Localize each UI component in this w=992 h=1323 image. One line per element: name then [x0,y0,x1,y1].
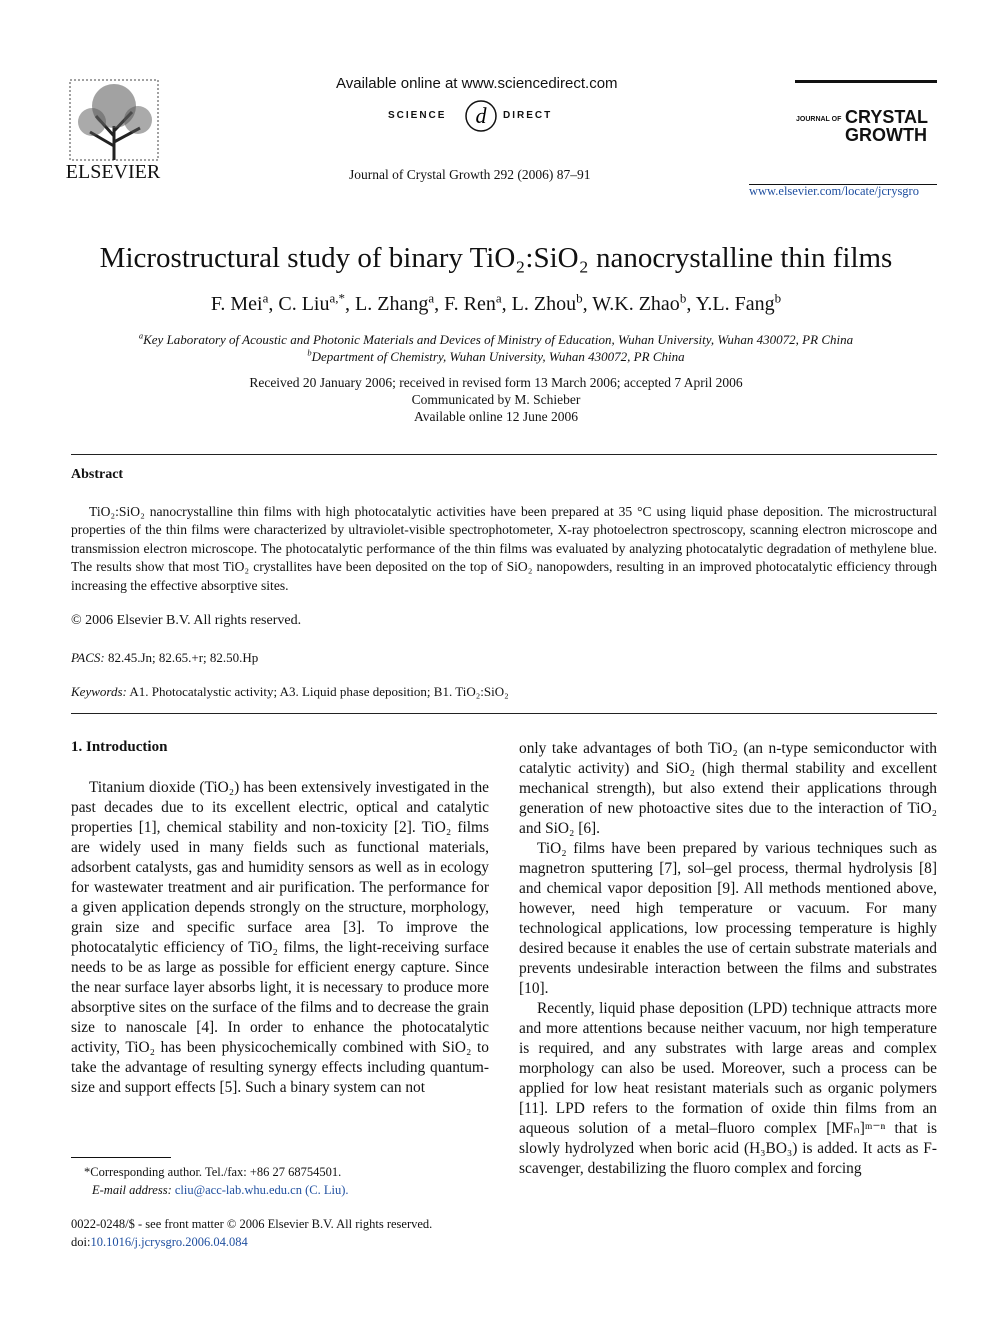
author-name: , F. Ren [434,293,496,315]
author-name: , Y.L. Fang [686,293,775,315]
journal-logo-big: CRYSTAL [845,107,928,127]
author-affiliation-mark: a [495,290,502,306]
rule [749,184,937,185]
author-name: F. Mei [210,293,263,315]
pacs: PACS: 82.45.Jn; 82.65.+r; 82.50.Hp [71,650,258,666]
journal-reference: Journal of Crystal Growth 292 (2006) 87–… [349,167,591,182]
doi[interactable]: 10.1016/j.jcrysgro.2006.04.084 [90,1235,248,1249]
affiliation-mark: a [138,330,144,341]
journal-logo-big: GROWTH [845,125,927,145]
keywords: Keywords: A1. Photocatalystic activity; … [71,684,509,700]
authors: F. Meia, C. Liua,*, L. Zhanga, F. Rena, … [0,290,992,316]
section-heading: 1. Introduction [71,739,168,755]
pacs-text: 82.45.Jn; 82.65.+r; 82.50.Hp [107,650,259,665]
dates: Received 20 January 2006; received in re… [0,374,992,425]
author-affiliation-mark: a [428,290,435,306]
author-affiliation-mark: b [576,290,583,306]
copyright: © 2006 Elsevier B.V. All rights reserved… [71,613,302,628]
journal-logo-small: JOURNAL OF [796,116,842,123]
publisher-name: ELSEVIER [66,161,161,182]
doi-label: doi: [71,1235,91,1249]
abstract-text: TiO₂:SiO₂ nanocrystalline thin films wit… [71,504,937,593]
paragraph: only take advantages of both TiO₂ (an n-… [519,740,937,837]
date-line: Available online 12 June 2006 [414,409,578,424]
affiliation-text: Key Laboratory of Acoustic and Photonic … [143,332,854,347]
paragraph: Titanium dioxide (TiO₂) has been extensi… [71,779,489,1096]
footer: 0022-0248/$ - see front matter © 2006 El… [71,1215,432,1251]
affiliation-text: Department of Chemistry, Wuhan Universit… [311,349,685,364]
rule [71,1157,171,1158]
sd-logo-right: DIRECT [503,110,553,121]
author-name: , C. Liu [268,293,330,315]
right-column: only take advantages of both TiO₂ (an n-… [519,739,937,1179]
author-affiliation-mark: b [774,290,782,306]
svg-text:d: d [476,103,488,128]
affiliation: bDepartment of Chemistry, Wuhan Universi… [0,348,992,365]
keywords-label: Keywords: [71,684,127,699]
rule [795,80,937,83]
author-affiliation-mark: a [262,290,269,306]
footnote: *Corresponding author. Tel./fax: +86 27 … [84,1163,348,1199]
journal-url[interactable]: www.elsevier.com/locate/jcrysgro [749,184,919,198]
author-name: , L. Zhou [501,293,577,315]
affiliation: aKey Laboratory of Acoustic and Photonic… [0,331,992,348]
issn: 0022-0248/$ - see front matter © 2006 El… [71,1217,433,1231]
date-line: Communicated by M. Schieber [411,392,581,407]
sd-logo-mark: d [465,100,497,132]
author-name: , L. Zhang [345,293,429,315]
keywords-text: A1. Photocatalystic activity; A3. Liquid… [129,684,509,699]
email[interactable]: cliu@acc-lab.whu.edu.cn (C. Liu). [174,1183,349,1197]
abstract-heading: Abstract [71,467,124,482]
author-name: , W.K. Zhao [582,293,680,315]
available-online: Available online at www.sciencedirect.co… [336,75,618,92]
rule [71,454,937,455]
date-line: Received 20 January 2006; received in re… [249,375,743,390]
affiliation-mark: b [307,347,312,358]
email-label: E-mail address: [92,1183,172,1197]
author-affiliation-mark: b [679,290,687,306]
rule [71,713,937,714]
left-column: Titanium dioxide (TiO₂) has been extensi… [71,778,489,1098]
elsevier-logo: ELSEVIER [66,79,161,182]
article-title: Microstructural study of binary TiO₂:SiO… [99,242,893,274]
corresponding-author: *Corresponding author. Tel./fax: +86 27 … [84,1165,342,1179]
author-affiliation-mark: a,* [329,290,346,306]
affiliations: aKey Laboratory of Acoustic and Photonic… [0,331,992,365]
sd-logo-left: SCIENCE [388,110,447,121]
paragraph: TiO₂ films have been prepared by various… [519,840,937,997]
pacs-label: PACS: [71,650,105,665]
paragraph: Recently, liquid phase deposition (LPD) … [519,1000,937,1177]
